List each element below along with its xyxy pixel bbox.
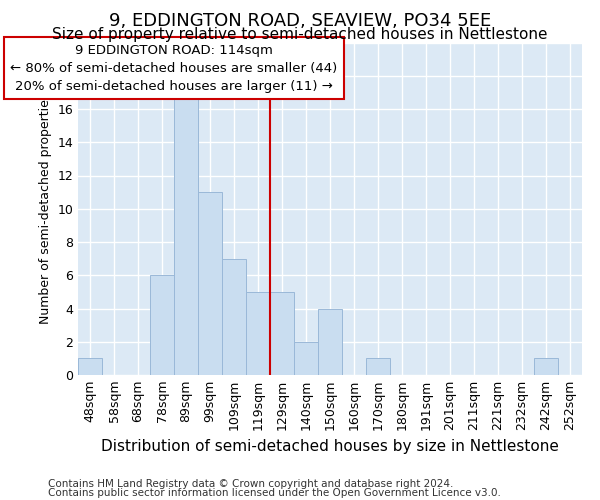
- Bar: [78, 358, 102, 375]
- Text: 9 EDDINGTON ROAD: 114sqm
← 80% of semi-detached houses are smaller (44)
20% of s: 9 EDDINGTON ROAD: 114sqm ← 80% of semi-d…: [10, 44, 338, 93]
- Bar: [318, 308, 342, 375]
- Bar: [222, 258, 246, 375]
- Bar: [246, 292, 270, 375]
- Bar: [174, 92, 198, 375]
- Text: 9, EDDINGTON ROAD, SEAVIEW, PO34 5EE: 9, EDDINGTON ROAD, SEAVIEW, PO34 5EE: [109, 12, 491, 30]
- Bar: [270, 292, 294, 375]
- X-axis label: Distribution of semi-detached houses by size in Nettlestone: Distribution of semi-detached houses by …: [101, 438, 559, 454]
- Bar: [294, 342, 318, 375]
- Text: Contains public sector information licensed under the Open Government Licence v3: Contains public sector information licen…: [48, 488, 501, 498]
- Bar: [198, 192, 222, 375]
- Bar: [150, 275, 174, 375]
- Bar: [366, 358, 390, 375]
- Text: Contains HM Land Registry data © Crown copyright and database right 2024.: Contains HM Land Registry data © Crown c…: [48, 479, 454, 489]
- Text: Size of property relative to semi-detached houses in Nettlestone: Size of property relative to semi-detach…: [52, 28, 548, 42]
- Y-axis label: Number of semi-detached properties: Number of semi-detached properties: [39, 93, 52, 324]
- Bar: [534, 358, 558, 375]
